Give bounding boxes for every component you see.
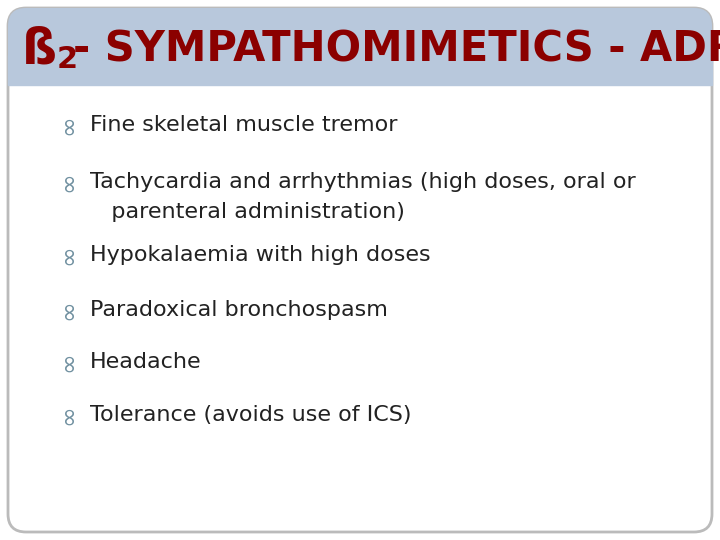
Text: parenteral administration): parenteral administration) <box>90 202 405 222</box>
Text: ∞: ∞ <box>56 245 80 266</box>
Text: Paradoxical bronchospasm: Paradoxical bronchospasm <box>90 300 388 320</box>
FancyBboxPatch shape <box>8 8 712 85</box>
Text: ß: ß <box>22 26 57 74</box>
Text: ∞: ∞ <box>56 114 80 136</box>
Text: Tolerance (avoids use of ICS): Tolerance (avoids use of ICS) <box>90 405 412 425</box>
Text: Tachycardia and arrhythmias (high doses, oral or: Tachycardia and arrhythmias (high doses,… <box>90 172 636 192</box>
Text: - SYMPATHOMIMETICS - ADRs: - SYMPATHOMIMETICS - ADRs <box>73 29 720 71</box>
FancyBboxPatch shape <box>8 8 712 532</box>
Bar <box>8 55 712 85</box>
Text: Hypokalaemia with high doses: Hypokalaemia with high doses <box>90 245 431 265</box>
Text: 2: 2 <box>57 45 78 75</box>
Text: ∞: ∞ <box>56 352 80 373</box>
Text: ∞: ∞ <box>56 404 80 426</box>
Text: ∞: ∞ <box>56 172 80 192</box>
Text: Fine skeletal muscle tremor: Fine skeletal muscle tremor <box>90 115 397 135</box>
Text: ∞: ∞ <box>56 300 80 320</box>
Text: Headache: Headache <box>90 352 202 372</box>
